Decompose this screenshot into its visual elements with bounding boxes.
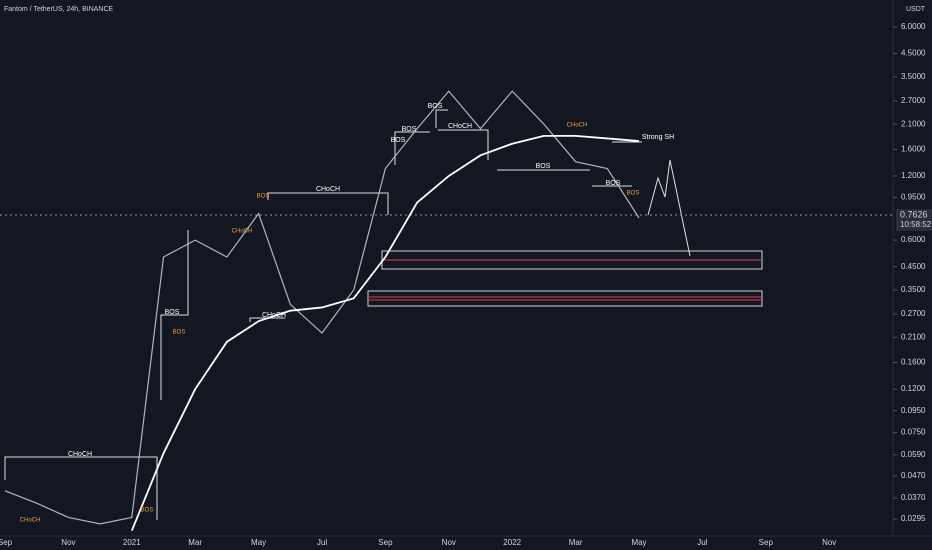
x-tick-label: Mar (188, 538, 202, 547)
annotation: BOS (173, 330, 186, 336)
x-tick-label: 2021 (123, 538, 141, 547)
y-tick-label: 0.0750 (901, 428, 926, 437)
symbol-title: Fantom / TetherUS, 24h, BINANCE (4, 6, 114, 13)
y-tick-label: 6.0000 (901, 22, 926, 31)
choch-line (249, 317, 285, 322)
x-tick-label: Sep (0, 538, 13, 547)
y-tick-label: 0.1600 (901, 358, 926, 367)
x-tick-label: Nov (61, 538, 75, 547)
y-tick-label: 0.0370 (901, 493, 926, 502)
y-tick-label: 1.6000 (901, 144, 926, 153)
y-tick-label: 4.5000 (901, 49, 926, 58)
annotation: CHoCH (567, 123, 588, 129)
x-tick-label: Nov (442, 538, 456, 547)
bos-line (435, 109, 448, 128)
x-tick-label: Sep (378, 538, 393, 547)
choch-line (4, 456, 158, 520)
annotation: BOS (402, 126, 417, 133)
annotation: CHoCH (262, 312, 286, 319)
annotation: BOS (165, 309, 180, 316)
y-tick-label: 0.1200 (901, 384, 926, 393)
countdown: 10:58:52 (900, 220, 932, 229)
annotation: BOS (536, 163, 551, 170)
price-badge (896, 209, 932, 231)
choch-line (438, 129, 489, 160)
x-tick-label: May (631, 538, 646, 547)
annotation: BOS (141, 508, 154, 514)
y-tick-label: 0.2100 (901, 332, 926, 341)
annotation: BOS (627, 191, 640, 197)
x-tick-label: Mar (569, 538, 583, 547)
y-tick-label: 0.0950 (901, 406, 926, 415)
moving-average (130, 134, 640, 532)
annotation: BOS (428, 103, 443, 110)
annotation: CHoCH (448, 123, 472, 130)
bos-line (160, 230, 189, 400)
annotation: CHoCH (316, 186, 340, 193)
bos-line (394, 131, 430, 165)
currency: USDT (906, 6, 926, 13)
annotation: BOS (391, 137, 406, 144)
y-tick-label: 3.5000 (901, 72, 926, 81)
price-line (4, 90, 640, 525)
annotation: BOS (257, 194, 270, 200)
x-tick-label: Sep (759, 538, 774, 547)
zone (367, 290, 763, 307)
structure-lines (4, 109, 691, 520)
y-tick-label: 2.7000 (901, 96, 926, 105)
y-tick-label: 0.0470 (901, 471, 926, 480)
x-tick-label: May (251, 538, 266, 547)
x-tick-label: Nov (822, 538, 836, 547)
y-tick-label: 0.3500 (901, 285, 926, 294)
y-tick-label: 0.6000 (901, 235, 926, 244)
annotation: CHoCH (20, 518, 41, 524)
projection (647, 159, 691, 257)
annotation: CHoCH (68, 451, 92, 458)
choch-line (267, 192, 389, 215)
y-tick-label: 0.9500 (901, 193, 926, 202)
y-tick-label: 1.2000 (901, 171, 926, 180)
y-tick-label: 0.0590 (901, 450, 926, 459)
annotation: Strong SH (642, 134, 674, 141)
y-tick-label: 2.1000 (901, 119, 926, 128)
x-tick-label: Jul (317, 538, 327, 547)
x-tick-label: 2022 (503, 538, 521, 547)
y-tick-label: 0.2700 (901, 309, 926, 318)
x-tick-label: Jul (697, 538, 707, 547)
annotation: BOS (606, 180, 621, 187)
y-tick-label: 0.0295 (901, 514, 926, 523)
current-price: 0.7626 (900, 209, 928, 219)
annotation: CHoCH (232, 229, 253, 235)
y-tick-label: 0.4500 (901, 262, 926, 271)
